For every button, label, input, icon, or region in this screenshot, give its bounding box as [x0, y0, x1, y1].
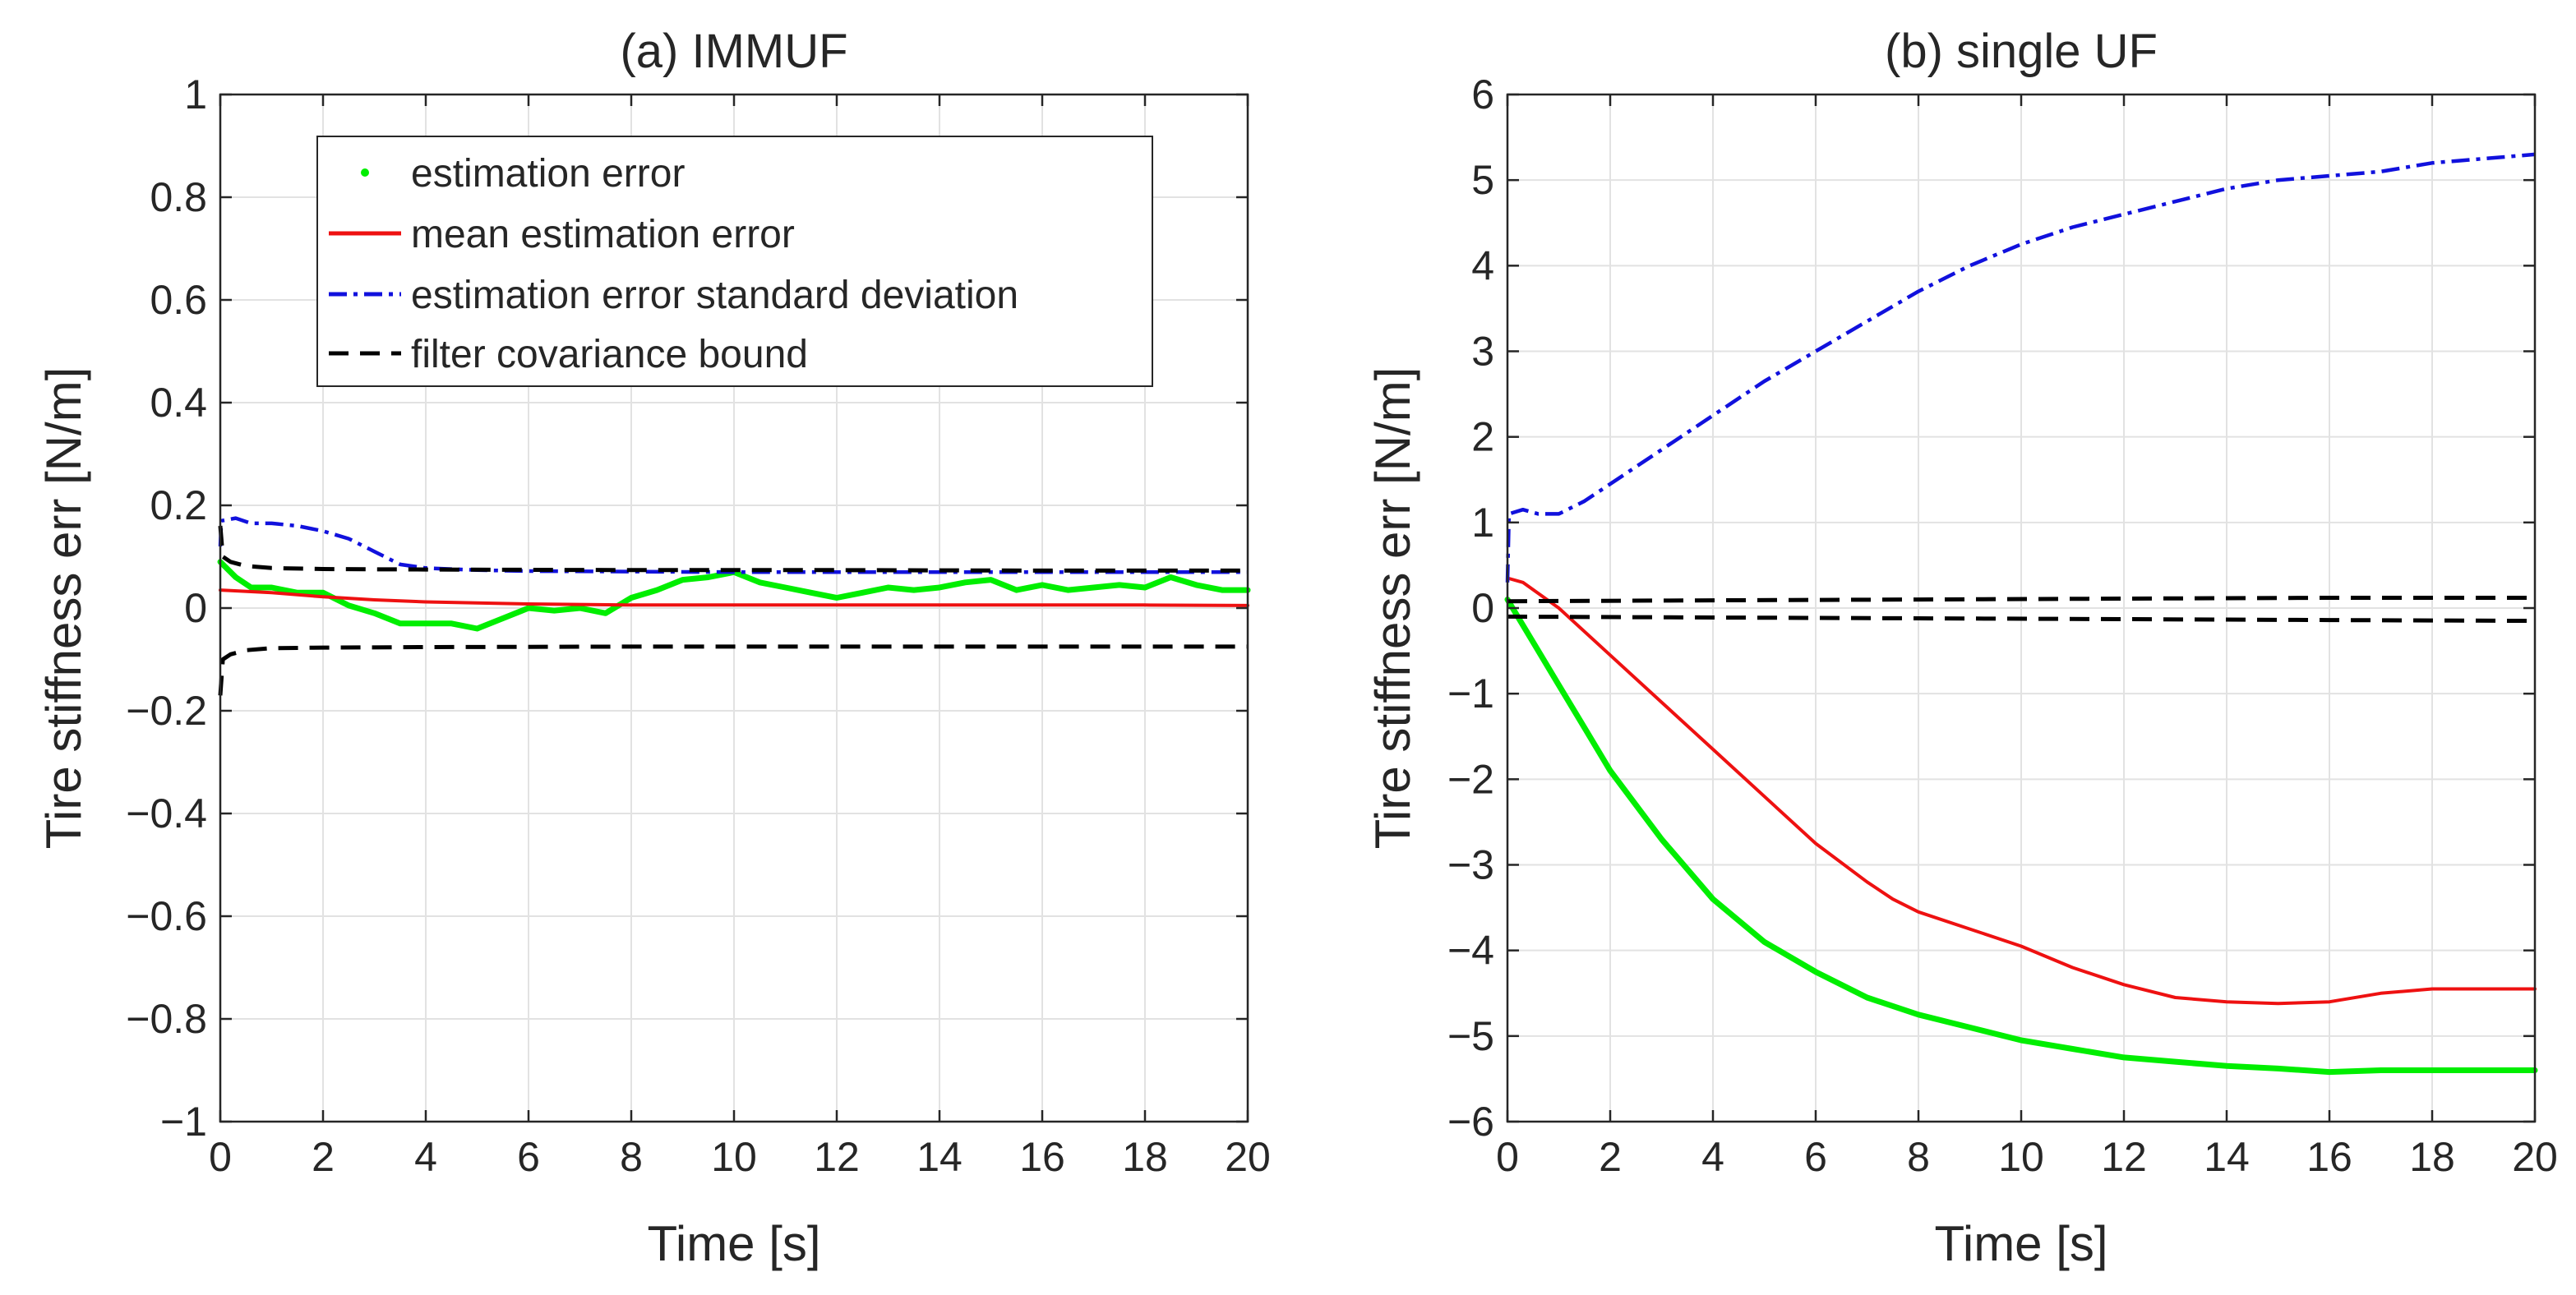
y-tick-label: 5 [1471, 157, 1494, 203]
x-tick-label: 6 [517, 1134, 540, 1180]
series-line-std-deviation [218, 516, 1248, 574]
chart-panel-a: (a) IMMUF 0 2 4 6 8 10 12 14 16 18 20−1−0.8−0.6−0.… [36, 25, 1271, 1271]
legend-swatch-estimation-error [361, 168, 369, 177]
y-tick-label: −6 [1447, 1099, 1494, 1145]
x-tick-label: 4 [1701, 1134, 1724, 1180]
y-tick-label: −0.8 [126, 996, 207, 1042]
series-line-estimation-error [1504, 597, 2538, 1076]
y-tick-label: 4 [1471, 242, 1494, 288]
y-tick-label: −0.4 [126, 790, 207, 836]
x-tick-label: 14 [2204, 1134, 2250, 1180]
x-tick-label: 8 [620, 1134, 643, 1180]
x-tick-label: 14 [916, 1134, 963, 1180]
series-line-mean-estimation-error [219, 588, 1249, 607]
y-tick-label: 0.4 [150, 380, 207, 426]
legend-label-covariance-bound: filter covariance bound [411, 333, 808, 376]
x-tick-label: 10 [1998, 1134, 2044, 1180]
y-tick-label: −2 [1447, 756, 1494, 802]
x-tick-label: 4 [414, 1134, 437, 1180]
y-tick-label: 0.8 [150, 174, 207, 220]
x-tick-label: 18 [1122, 1134, 1168, 1180]
x-axis-label-b: Time [s] [1934, 1216, 2107, 1271]
series-line-std-deviation [1505, 152, 2536, 583]
y-tick-label: −1 [160, 1099, 207, 1145]
y-tick-label: 1 [184, 71, 207, 118]
legend: estimation error mean estimation error e… [316, 136, 1153, 387]
y-tick-label: 2 [1471, 414, 1494, 460]
x-tick-label: 2 [1599, 1134, 1622, 1180]
x-tick-label: 0 [1496, 1134, 1519, 1180]
x-tick-label: 20 [2512, 1134, 2558, 1180]
legend-label-estimation-error: estimation error [411, 152, 685, 196]
y-tick-label: 0 [1471, 585, 1494, 631]
y-tick-label: −0.6 [126, 893, 207, 939]
y-tick-label: 6 [1471, 71, 1494, 118]
series-line-covariance-bound [1507, 596, 2535, 604]
x-tick-label: 10 [711, 1134, 757, 1180]
x-tick-label: 16 [2306, 1134, 2352, 1180]
series-line-covariance-bound [218, 644, 1248, 696]
y-tick-label: 0 [184, 585, 207, 631]
y-tick-label: 0.6 [150, 277, 207, 323]
y-tick-label: −0.2 [126, 688, 207, 734]
x-tick-label: 12 [814, 1134, 860, 1180]
x-tick-label: 0 [209, 1134, 232, 1180]
x-tick-label: 18 [2409, 1134, 2455, 1180]
series-line-estimation-error [217, 559, 1251, 632]
y-axis-label-b: Tire stiffness err [N/m] [1365, 367, 1420, 850]
series-line-covariance-bound [1507, 614, 2536, 624]
chart-panel-b: (b) single UF 0 2 4 6 8 10 12 14 16 18 20−6−5−4−3−… [1365, 25, 2558, 1271]
x-tick-label: 12 [2101, 1134, 2147, 1180]
x-axis-label-a: Time [s] [647, 1216, 820, 1271]
series-line-covariance-bound [218, 525, 1248, 573]
legend-label-std-deviation: estimation error standard deviation [411, 274, 1018, 317]
x-tick-label: 16 [1019, 1134, 1065, 1180]
y-tick-label: −3 [1447, 842, 1494, 888]
x-tick-label: 6 [1804, 1134, 1827, 1180]
chart-title-a: (a) IMMUF [620, 25, 847, 78]
x-tick-label: 20 [1225, 1134, 1271, 1180]
legend-box [316, 136, 1153, 387]
y-tick-label: 0.2 [150, 482, 207, 528]
y-tick-label: 3 [1471, 329, 1494, 375]
y-tick-label: −4 [1447, 928, 1494, 974]
chart-title-b: (b) single UF [1885, 25, 2158, 78]
y-tick-label: −1 [1447, 671, 1494, 717]
legend-label-mean-estimation-error: mean estimation error [411, 213, 795, 256]
series-line-mean-estimation-error [1506, 576, 2537, 1006]
y-axis-label-a: Tire stiffness err [N/m] [36, 367, 91, 850]
x-tick-label: 8 [1907, 1134, 1930, 1180]
y-tick-label: 1 [1471, 500, 1494, 546]
x-tick-label: 2 [312, 1134, 335, 1180]
y-tick-label: −5 [1447, 1013, 1494, 1059]
